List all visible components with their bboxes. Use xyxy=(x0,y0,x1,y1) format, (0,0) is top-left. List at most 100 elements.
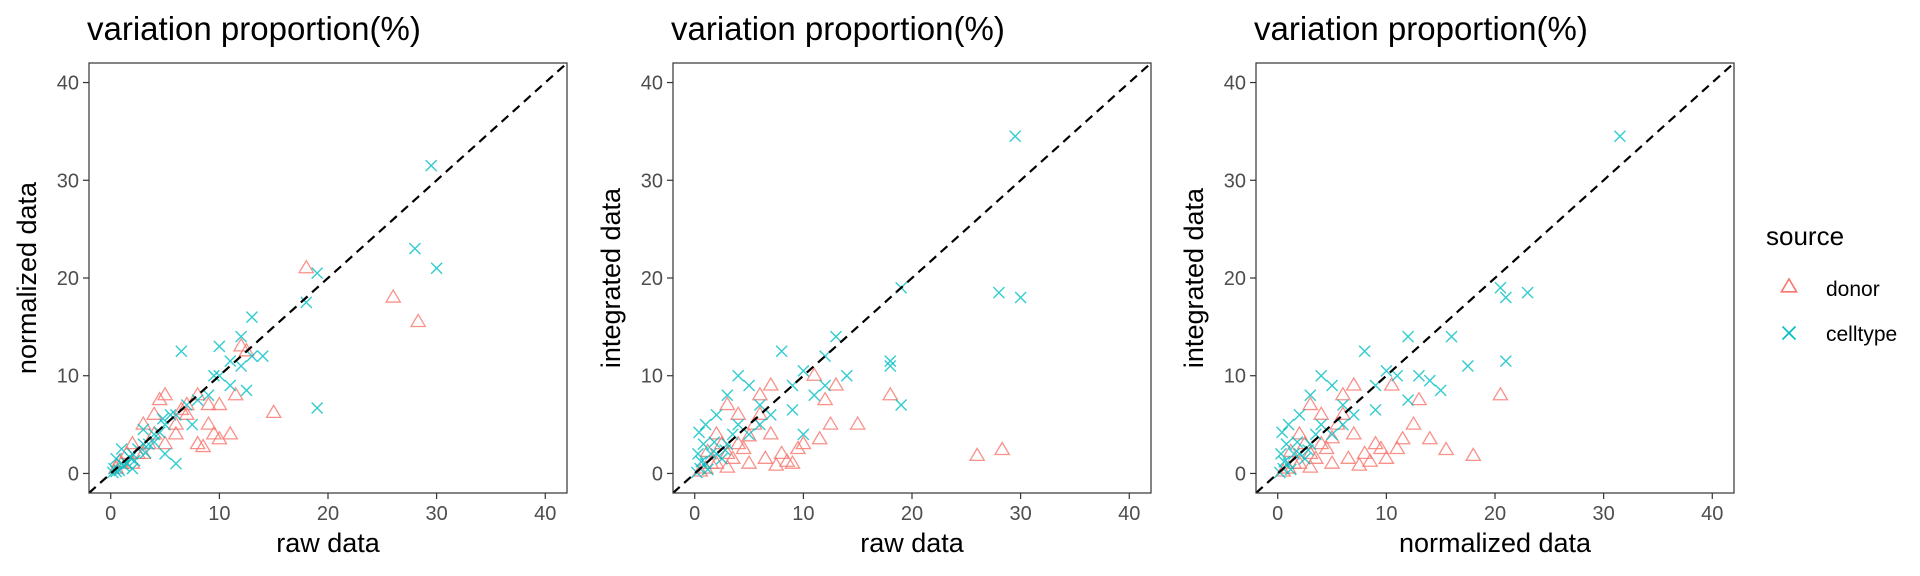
data-point-donor xyxy=(1378,450,1395,464)
data-point-celltype xyxy=(829,330,842,343)
y-tick-label: 0 xyxy=(1235,463,1246,485)
data-point-donor xyxy=(757,450,774,464)
data-point-donor xyxy=(1421,430,1439,445)
data-point-celltype xyxy=(1293,408,1306,421)
data-point-celltype xyxy=(992,286,1005,299)
chart-title: variation proportion(%) xyxy=(1254,10,1588,47)
data-point-celltype xyxy=(164,408,177,421)
data-point-donor xyxy=(1465,447,1482,462)
data-point-donor xyxy=(1372,440,1390,455)
data-point-donor xyxy=(1383,376,1401,391)
data-point-celltype xyxy=(1347,408,1360,421)
data-point-celltype xyxy=(1302,444,1315,456)
data-point-celltype xyxy=(213,340,226,353)
data-point-celltype xyxy=(732,369,745,382)
data-point-celltype xyxy=(1278,455,1291,468)
data-point-celltype xyxy=(191,394,204,407)
data-point-donor xyxy=(735,440,752,455)
data-point-donor xyxy=(1340,450,1357,464)
data-point-donor xyxy=(751,406,769,420)
data-point-celltype xyxy=(697,438,710,451)
data-point-donor xyxy=(238,342,255,357)
y-tick-label: 30 xyxy=(641,170,663,192)
data-point-celltype xyxy=(159,447,172,460)
x-tick-label: 0 xyxy=(1272,503,1283,525)
reference-line xyxy=(89,63,567,493)
data-point-celltype xyxy=(1276,426,1289,439)
data-point-donor xyxy=(298,259,315,274)
data-point-celltype xyxy=(884,355,897,368)
data-point-celltype xyxy=(764,408,777,421)
data-point-celltype xyxy=(202,389,215,402)
y-tick-label: 20 xyxy=(641,268,663,290)
data-point-celltype xyxy=(1315,369,1328,382)
data-point-celltype xyxy=(895,399,908,412)
data-point-donor xyxy=(1307,450,1325,464)
data-point-donor xyxy=(805,366,823,381)
x-tick-label: 0 xyxy=(105,503,116,525)
data-point-donor xyxy=(1405,415,1422,430)
data-point-celltype xyxy=(691,447,704,460)
series-celltype xyxy=(690,130,1027,479)
data-point-celltype xyxy=(113,464,126,477)
legend-label-celltype: celltype xyxy=(1826,323,1897,346)
x-tick-label: 30 xyxy=(1593,503,1615,525)
data-point-donor xyxy=(1345,376,1363,391)
data-point-celltype xyxy=(1412,369,1425,382)
data-point-celltype xyxy=(1423,374,1436,387)
data-point-celltype xyxy=(693,426,706,439)
data-point-donor xyxy=(762,376,780,391)
data-point-donor xyxy=(1334,386,1352,401)
data-point-celltype xyxy=(186,418,199,431)
data-point-donor xyxy=(1492,386,1509,401)
data-point-donor xyxy=(784,454,801,469)
data-point-celltype xyxy=(808,389,821,402)
reference-line xyxy=(1256,63,1734,493)
data-point-donor xyxy=(1350,456,1368,471)
data-point-celltype xyxy=(1280,438,1293,451)
data-point-celltype xyxy=(1009,130,1022,143)
data-point-donor xyxy=(1318,440,1335,455)
data-point-donor xyxy=(409,313,427,328)
data-point-celltype xyxy=(245,311,258,324)
data-point-celltype xyxy=(1380,364,1393,377)
data-point-donor xyxy=(740,454,758,469)
scatter-panel-3: 0 0 10 10 20 20 30 30 40 40 variation proportion(%… xyxy=(1179,10,1735,558)
data-point-celltype xyxy=(797,364,810,377)
data-point-donor xyxy=(762,425,780,440)
data-point-celltype xyxy=(1326,379,1339,392)
y-tick-label: 40 xyxy=(1224,73,1246,95)
data-point-donor xyxy=(1410,391,1428,406)
data-point-celltype xyxy=(430,262,443,275)
data-point-donor xyxy=(849,415,866,430)
data-point-celltype xyxy=(1434,384,1447,397)
data-point-donor xyxy=(151,391,168,406)
legend-key-donor xyxy=(1779,277,1799,293)
data-point-celltype xyxy=(699,418,712,431)
data-point-celltype xyxy=(705,447,718,460)
data-point-celltype xyxy=(1391,369,1404,382)
data-point-donor xyxy=(1356,445,1373,460)
data-point-donor xyxy=(200,415,217,430)
data-point-celltype xyxy=(224,379,237,392)
x-tick-label: 10 xyxy=(208,503,230,525)
data-point-celltype xyxy=(311,267,324,280)
data-point-celltype xyxy=(245,350,258,363)
data-point-celltype xyxy=(1521,286,1534,299)
data-point-donor xyxy=(1334,406,1352,420)
data-point-celltype xyxy=(235,330,248,343)
data-point-donor xyxy=(211,430,228,445)
data-point-celltype xyxy=(1445,330,1458,343)
data-point-celltype xyxy=(1494,281,1507,294)
data-point-donor xyxy=(200,396,217,411)
x-tick-label: 10 xyxy=(792,503,814,525)
data-point-donor xyxy=(993,441,1011,456)
data-point-donor xyxy=(1291,425,1308,440)
y-tick-label: 40 xyxy=(57,73,79,95)
x-tick-label: 40 xyxy=(1118,503,1140,525)
data-point-donor xyxy=(1323,454,1341,469)
data-point-donor xyxy=(1361,452,1379,467)
data-point-celltype xyxy=(408,242,421,255)
data-point-celltype xyxy=(797,428,810,441)
